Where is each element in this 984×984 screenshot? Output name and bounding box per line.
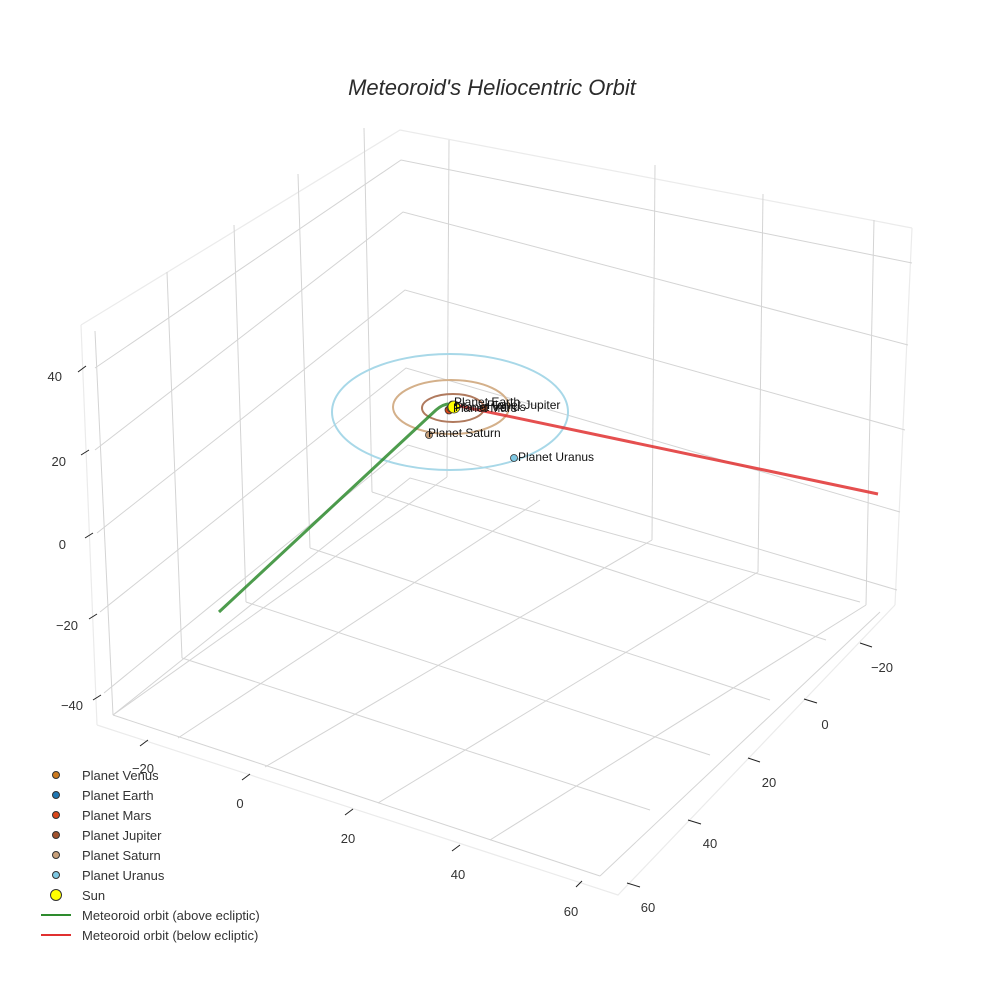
x-tick-label: 60 [564, 904, 578, 919]
label-saturn: Planet Saturn [428, 426, 501, 440]
jupiter-dot-icon [52, 831, 60, 839]
legend-item-venus[interactable]: Planet Venus [40, 765, 260, 785]
point-labels: Planet Earth Planet Venus Planet Mars Pl… [428, 395, 594, 464]
x-axis-ticks [139, 739, 583, 888]
z-tick-label: 20 [52, 454, 66, 469]
uranus-orbit [331, 353, 569, 471]
legend-item-jupiter[interactable]: Planet Jupiter [40, 825, 260, 845]
bodies [425, 400, 518, 462]
axes-box [80, 127, 913, 896]
x-tick-label: 0 [236, 796, 243, 811]
sun-dot-icon [50, 889, 62, 901]
legend-label: Meteoroid orbit (above ecliptic) [82, 907, 260, 923]
x-tick-label: −20 [132, 761, 154, 776]
y-tick-label: 60 [641, 900, 655, 915]
y-axis-ticks [626, 642, 873, 888]
z-tick-labels: 40 20 0 −20 −40 [48, 369, 83, 713]
label-earth: Planet Earth [454, 395, 520, 409]
uranus-dot-icon [52, 871, 60, 879]
legend-item-sun[interactable]: Sun [40, 885, 260, 905]
y-tick-labels: −20 0 20 40 60 [641, 660, 893, 915]
planet-uranus-marker [510, 454, 518, 462]
y-tick-label: 20 [762, 775, 776, 790]
x-tick-label: 20 [341, 831, 355, 846]
legend-label: Planet Mars [82, 807, 152, 823]
saturn-dot-icon [52, 851, 60, 859]
earth-dot-icon [52, 791, 60, 799]
label-venus: Planet Venus [455, 400, 526, 414]
sun-marker [447, 400, 461, 414]
z-tick-label: 0 [59, 537, 66, 552]
saturn-orbit [392, 379, 510, 435]
red-line-icon [41, 934, 71, 936]
z-tick-label: 40 [48, 369, 62, 384]
legend-item-mars[interactable]: Planet Mars [40, 805, 260, 825]
legend-label: Planet Venus [82, 767, 159, 783]
z-tick-label: −20 [56, 618, 78, 633]
legend-label: Meteoroid orbit (below ecliptic) [82, 927, 259, 943]
legend-label: Planet Jupiter [82, 827, 162, 843]
mars-dot-icon [52, 811, 60, 819]
legend-label: Planet Earth [82, 787, 154, 803]
legend-item-orbit-below[interactable]: Meteoroid orbit (below ecliptic) [40, 925, 260, 945]
chart-title: Meteoroid's Heliocentric Orbit [348, 75, 637, 100]
y-tick-label: 0 [821, 717, 828, 732]
legend-label: Planet Saturn [82, 847, 161, 863]
x-tick-label: 40 [451, 867, 465, 882]
meteoroid-orbit-below-ecliptic [454, 403, 879, 496]
z-tick-label: −40 [61, 698, 83, 713]
label-jupiter: Planet Jupiter [487, 398, 560, 412]
label-uranus: Planet Uranus [518, 450, 594, 464]
meteoroid-orbits [217, 402, 879, 614]
legend-item-earth[interactable]: Planet Earth [40, 785, 260, 805]
planet-jupiter-marker [480, 404, 488, 412]
legend-label: Planet Uranus [82, 867, 165, 883]
legend-label: Sun [82, 887, 106, 903]
y-tick-label: −20 [871, 660, 893, 675]
x-tick-labels: −20 0 20 40 60 [132, 761, 578, 919]
planet-saturn-marker [425, 431, 433, 439]
legend: Planet Venus Planet Earth Planet Mars Pl… [40, 765, 260, 945]
label-mars: Planet Mars [453, 401, 517, 415]
y-tick-label: 40 [703, 836, 717, 851]
legend-item-orbit-above[interactable]: Meteoroid orbit (above ecliptic) [40, 905, 260, 925]
legend-item-uranus[interactable]: Planet Uranus [40, 865, 260, 885]
legend-item-saturn[interactable]: Planet Saturn [40, 845, 260, 865]
venus-dot-icon [52, 771, 60, 779]
green-line-icon [41, 914, 71, 916]
z-axis-ticks [77, 365, 102, 701]
